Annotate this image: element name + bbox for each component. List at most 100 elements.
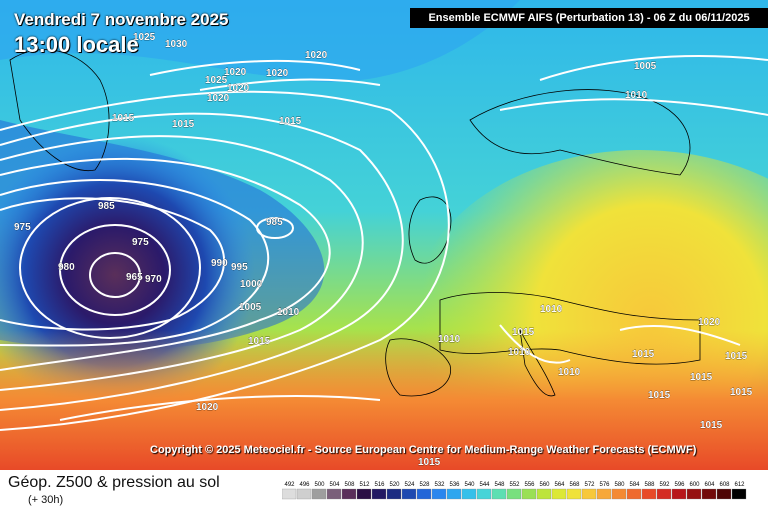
isobar-label: 975 [132, 237, 149, 248]
isobar-label: 1025 [133, 32, 156, 43]
scandinavia-coast [469, 89, 691, 176]
copyright-notice: Copyright © 2025 Meteociel.fr - Source E… [150, 444, 697, 456]
scale-label: 552 [509, 482, 520, 488]
isobar-985 [19, 197, 201, 339]
scale-swatch [521, 488, 537, 500]
forecast-lead-time: (+ 30h) [28, 494, 64, 506]
isobar-label: 975 [14, 222, 31, 233]
scale-swatch [626, 488, 642, 500]
isobar-label: 1005 [634, 61, 657, 72]
isobar-1025-north [199, 78, 381, 91]
isobar-label: 990 [211, 258, 228, 269]
isobar-label: 1015 [690, 372, 713, 383]
isobar-label: 1015 [112, 113, 135, 124]
isobar-label: 1010 [438, 334, 461, 345]
scale-swatch [461, 488, 477, 500]
scale-swatch [701, 488, 717, 500]
isobar-label-group: 1030 1025 1020 1020 1025 1020 1020 1020 … [14, 32, 753, 468]
scale-label: 536 [449, 482, 460, 488]
isobar-label: 1015 [418, 457, 441, 468]
isobar-1000 [0, 157, 331, 371]
isobar-label: 980 [58, 262, 75, 273]
scale-swatch [551, 488, 567, 500]
isobar-label: 1020 [196, 402, 219, 413]
scale-label: 568 [569, 482, 580, 488]
scale-swatch [386, 488, 402, 500]
isobar-label: 1015 [700, 420, 723, 431]
scale-swatch [611, 488, 627, 500]
scale-swatch [596, 488, 612, 500]
isobar-1015 [0, 90, 450, 431]
isobar-985-secondary [256, 217, 294, 239]
isobar-label: 965 [126, 272, 143, 283]
isobar-1010-north [499, 98, 768, 116]
isobar-label: 1020 [224, 67, 247, 78]
scale-label: 528 [419, 482, 430, 488]
scale-swatch [282, 488, 297, 500]
scale-swatch [686, 488, 702, 500]
scale-swatch [491, 488, 507, 500]
scale-swatch [311, 488, 327, 500]
isobars [0, 55, 768, 431]
scale-label: 524 [404, 482, 415, 488]
scale-label: 512 [359, 482, 370, 488]
scale-swatch [416, 488, 432, 500]
scale-swatch [341, 488, 357, 500]
iberia-coast [385, 338, 451, 397]
scale-swatch [731, 488, 747, 500]
scale-swatch [656, 488, 672, 500]
southern-warm-band [0, 330, 768, 470]
isobar-label: 1015 [632, 349, 655, 360]
scale-label: 492 [284, 482, 295, 488]
scale-label: 608 [719, 482, 730, 488]
scale-swatch [326, 488, 342, 500]
scale-label: 588 [644, 482, 655, 488]
isobar-965 [89, 252, 141, 298]
scale-swatch [566, 488, 582, 500]
isobar-975 [59, 224, 171, 316]
isobar-label: 1015 [512, 327, 535, 338]
isobar-label: 1020 [698, 317, 721, 328]
isobar-1005 [0, 135, 364, 391]
scale-swatch [671, 488, 687, 500]
scale-label: 500 [314, 482, 325, 488]
scale-label: 612 [734, 482, 745, 488]
scale-label: 564 [554, 482, 565, 488]
scale-swatch [641, 488, 657, 500]
scale-label: 592 [659, 482, 670, 488]
isobar-1010-med [499, 324, 571, 364]
scale-label: 600 [689, 482, 700, 488]
scale-label: 516 [374, 482, 385, 488]
isobar-label: 1015 [248, 336, 271, 347]
isobar-1020-north [149, 59, 361, 76]
forecast-date: Vendredi 7 novembre 2025 [14, 10, 229, 29]
scale-swatch [506, 488, 522, 500]
isobar-label: 1010 [508, 347, 531, 358]
isobar-label: 1015 [725, 351, 748, 362]
isobar-label: 1020 [266, 68, 289, 79]
scale-label: 496 [299, 482, 310, 488]
forecast-map: 1030 1025 1020 1020 1025 1020 1020 1020 … [0, 0, 768, 470]
isobar-label: 995 [231, 262, 248, 273]
scale-swatch [446, 488, 462, 500]
scale-swatch [431, 488, 447, 500]
scale-label: 576 [599, 482, 610, 488]
italy-coast [519, 329, 556, 397]
scale-label: 596 [674, 482, 685, 488]
isobar-1010 [0, 112, 404, 411]
isobar-1015-east [619, 325, 741, 346]
continental-europe-coast [439, 292, 701, 365]
isobar-label: 1015 [279, 116, 302, 127]
scale-swatch [581, 488, 597, 500]
scale-swatch [296, 488, 312, 500]
isobar-label: 1020 [227, 83, 250, 94]
scale-label: 584 [629, 482, 640, 488]
scale-swatch [536, 488, 552, 500]
model-run-banner: Ensemble ECMWF AIFS (Perturbation 13) - … [410, 8, 768, 28]
isobar-995 [0, 179, 270, 347]
isobar-label: 1005 [239, 302, 262, 313]
scale-label: 540 [464, 482, 475, 488]
british-isles-coast [408, 196, 452, 264]
isobar-label: 1010 [558, 367, 581, 378]
